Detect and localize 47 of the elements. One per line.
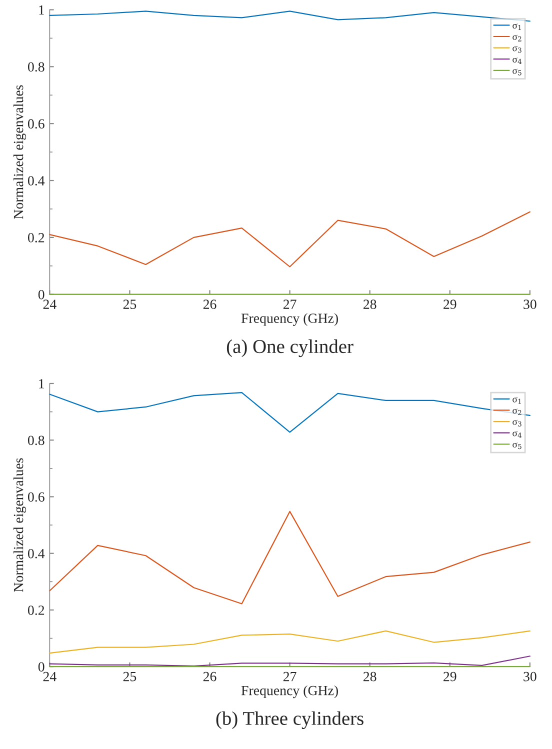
y-tick-label: 1: [39, 5, 44, 15]
legend-label: σ$_{1}$: [512, 24, 521, 30]
legend-label: σ$_{4}$: [512, 431, 522, 438]
x-tick-label: 25: [123, 300, 136, 309]
y-axis-title: Normalized eigenvalues: [13, 85, 26, 219]
y-tick-label: 0.4: [28, 548, 45, 558]
x-tick-label: 27: [283, 672, 296, 682]
y-tick-label: 0.2: [28, 233, 44, 242]
y-tick-label: 0.8: [28, 62, 44, 72]
legend-label: σ$_{5}$: [512, 68, 522, 76]
legend-label: σ$_{5}$: [512, 442, 522, 450]
legend-label: σ$_{4}$: [512, 57, 522, 64]
y-tick-label: 1: [39, 379, 44, 388]
legend-label: σ$_{1}$: [512, 397, 521, 404]
x-tick-label: 29: [444, 300, 456, 309]
legend-label: σ$_{3}$: [512, 420, 522, 426]
line-series: [49, 392, 530, 433]
x-tick-label: 24: [43, 300, 56, 309]
line-series: [49, 510, 530, 604]
x-tick-label: 28: [364, 672, 376, 682]
line-series: [49, 211, 530, 268]
y-axis-title: Normalized eigenvalues: [13, 458, 26, 592]
x-tick-label: 26: [203, 672, 216, 682]
legend-label: σ$_{2}$: [512, 34, 522, 42]
text: (a) One cylinder: [226, 339, 354, 358]
line-series: [49, 10, 530, 22]
x-axis-title: Frequency (GHz): [241, 313, 338, 326]
y-tick-label: 0: [38, 662, 44, 672]
x-axis-title: Frequency (GHz): [241, 685, 338, 698]
legend-label: σ$_{3}$: [512, 46, 522, 53]
y-tick-label: 0: [38, 290, 44, 300]
x-tick-label: 27: [283, 300, 296, 309]
x-tick-label: 26: [203, 300, 216, 309]
y-tick-label: 0.8: [28, 436, 44, 446]
y-tick-label: 0.2: [28, 606, 44, 615]
y-tick-label: 0.4: [28, 176, 45, 186]
x-tick-label: 25: [123, 672, 136, 682]
x-tick-label: 24: [43, 672, 56, 682]
text: (b) Three cylinders: [216, 711, 364, 730]
y-tick-label: 0.6: [28, 492, 44, 502]
legend-label: σ$_{2}$: [512, 408, 522, 416]
x-tick-label: 30: [524, 300, 536, 309]
x-tick-label: 30: [524, 672, 536, 682]
x-tick-label: 29: [444, 672, 456, 682]
x-tick-label: 28: [364, 300, 376, 309]
line-series: [49, 630, 530, 654]
y-tick-label: 0.6: [28, 119, 44, 129]
